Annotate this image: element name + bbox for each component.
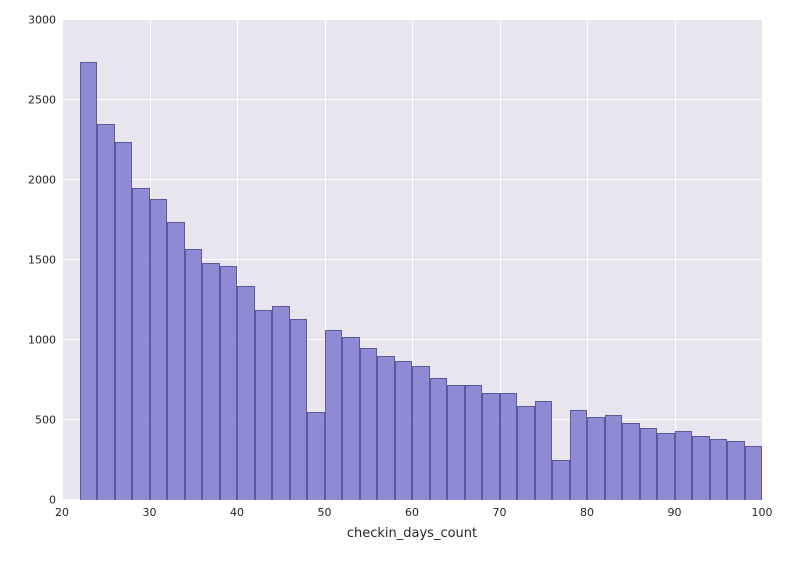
histogram-bar (290, 319, 308, 500)
histogram-bar (570, 410, 588, 500)
plot-area: 050010001500200025003000 203040506070809… (62, 20, 762, 500)
histogram-bar (465, 385, 483, 500)
gridline-v (675, 20, 676, 500)
histogram-bar (430, 378, 448, 500)
histogram-bar (517, 406, 535, 500)
gridline-v (762, 20, 763, 500)
histogram-bar (622, 423, 640, 500)
histogram-bar (587, 417, 605, 500)
x-tick-label: 90 (668, 506, 682, 519)
histogram-bar (640, 428, 658, 500)
histogram-bar (605, 415, 623, 500)
histogram-bar (657, 433, 675, 500)
histogram-bar (447, 385, 465, 500)
histogram-bar (307, 412, 325, 500)
histogram-bar (97, 124, 115, 500)
figure: 0 500 1000 1500 2000 2500 3000 20 30 40 50 60 70 80 9… (0, 0, 788, 562)
histogram-bar (255, 310, 273, 500)
histogram-bar (132, 188, 150, 500)
y-tick-label: 2500 (28, 94, 56, 107)
histogram-bar (710, 439, 728, 500)
y-tick-label: 1500 (28, 254, 56, 267)
histogram-bar (220, 266, 238, 500)
x-tick-label: 30 (143, 506, 157, 519)
y-tick-label: 2000 (28, 174, 56, 187)
y-tick-label: 500 (35, 414, 56, 427)
x-tick-label: 80 (580, 506, 594, 519)
gridline-v (62, 20, 63, 500)
histogram-bar (80, 62, 98, 500)
histogram-bar (675, 431, 693, 500)
histogram-bar (745, 446, 763, 500)
histogram-bar (482, 393, 500, 500)
x-tick-label: 40 (230, 506, 244, 519)
histogram-bar (167, 222, 185, 500)
histogram-bar (342, 337, 360, 500)
y-tick-label: 3000 (28, 14, 56, 27)
histogram-bar (272, 306, 290, 500)
histogram-bar (412, 366, 430, 500)
histogram-bar (395, 361, 413, 500)
histogram-bar (692, 436, 710, 500)
histogram-bar (237, 286, 255, 500)
histogram-bar (325, 330, 343, 500)
y-tick-label: 1000 (28, 334, 56, 347)
x-tick-label: 20 (55, 506, 69, 519)
x-tick-label: 60 (405, 506, 419, 519)
histogram-bar (150, 199, 168, 500)
y-tick-label: 0 (49, 494, 56, 507)
histogram-bar (115, 142, 133, 500)
histogram-bar (360, 348, 378, 500)
histogram-bar (202, 263, 220, 500)
histogram-bar (552, 460, 570, 500)
histogram-bar (377, 356, 395, 500)
x-tick-label: 50 (318, 506, 332, 519)
histogram-bar (500, 393, 518, 500)
histogram-bar (535, 401, 553, 500)
histogram-bar (185, 249, 203, 500)
x-axis-label: checkin_days_count (347, 526, 477, 541)
histogram-bar (727, 441, 745, 500)
x-tick-label: 70 (493, 506, 507, 519)
x-tick-label: 100 (752, 506, 773, 519)
